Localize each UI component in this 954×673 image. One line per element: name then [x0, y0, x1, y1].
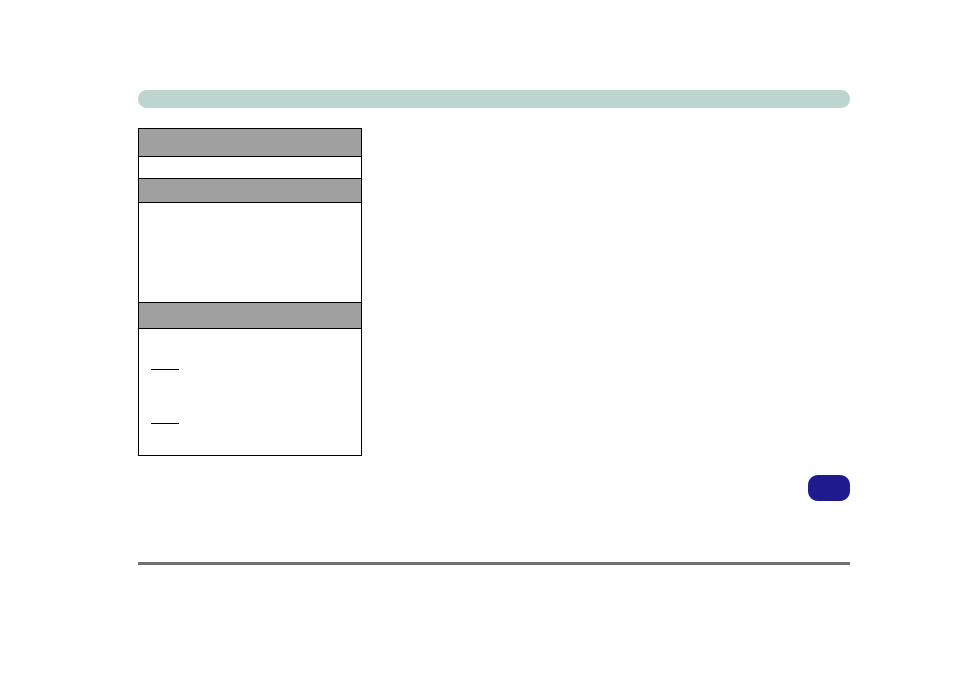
- document-page: [0, 0, 954, 673]
- table-header-row-3: [139, 303, 361, 329]
- footer-rule: [138, 562, 850, 565]
- table-row: [139, 329, 361, 455]
- table-header-row-2: [139, 179, 361, 203]
- table-row: [139, 157, 361, 179]
- side-info-table: [138, 128, 362, 456]
- text-underline: [151, 369, 179, 370]
- page-pill-button[interactable]: [808, 475, 850, 501]
- text-underline: [151, 423, 179, 424]
- table-row: [139, 203, 361, 303]
- table-header-row-1: [139, 129, 361, 157]
- header-bar: [138, 90, 850, 108]
